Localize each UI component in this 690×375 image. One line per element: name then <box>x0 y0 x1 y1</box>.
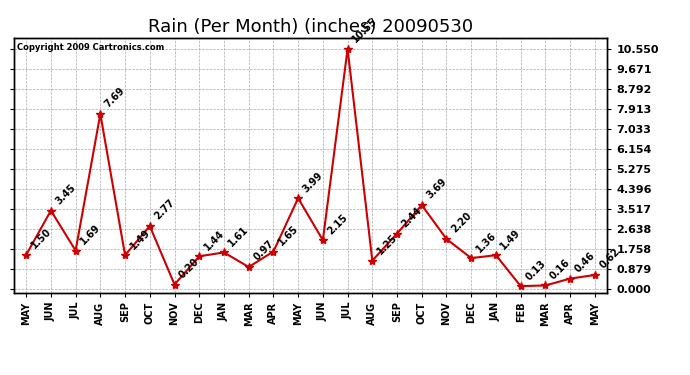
Text: 2.20: 2.20 <box>449 211 473 235</box>
Text: 1.49: 1.49 <box>499 227 523 251</box>
Text: 3.45: 3.45 <box>54 182 78 206</box>
Text: 1.36: 1.36 <box>474 230 498 254</box>
Text: 1.25: 1.25 <box>375 232 399 256</box>
Text: 1.61: 1.61 <box>227 224 250 248</box>
Text: 2.44: 2.44 <box>400 206 424 230</box>
Text: 0.46: 0.46 <box>573 251 597 274</box>
Text: 0.62: 0.62 <box>598 247 622 271</box>
Text: 0.13: 0.13 <box>524 258 547 282</box>
Text: 3.69: 3.69 <box>424 177 448 201</box>
Text: 3.99: 3.99 <box>301 170 325 194</box>
Text: 1.44: 1.44 <box>202 228 226 252</box>
Title: Rain (Per Month) (inches) 20090530: Rain (Per Month) (inches) 20090530 <box>148 18 473 36</box>
Text: 10.55: 10.55 <box>351 16 380 45</box>
Text: 0.16: 0.16 <box>548 257 572 281</box>
Text: 1.65: 1.65 <box>276 223 300 248</box>
Text: 0.20: 0.20 <box>177 256 201 280</box>
Text: 1.69: 1.69 <box>79 222 102 246</box>
Text: 7.69: 7.69 <box>103 86 127 110</box>
Text: 1.50: 1.50 <box>29 227 53 251</box>
Text: 2.15: 2.15 <box>326 212 350 236</box>
Text: Copyright 2009 Cartronics.com: Copyright 2009 Cartronics.com <box>17 43 164 52</box>
Text: 2.77: 2.77 <box>152 198 177 222</box>
Text: 1.49: 1.49 <box>128 227 152 251</box>
Text: 0.97: 0.97 <box>251 239 275 263</box>
